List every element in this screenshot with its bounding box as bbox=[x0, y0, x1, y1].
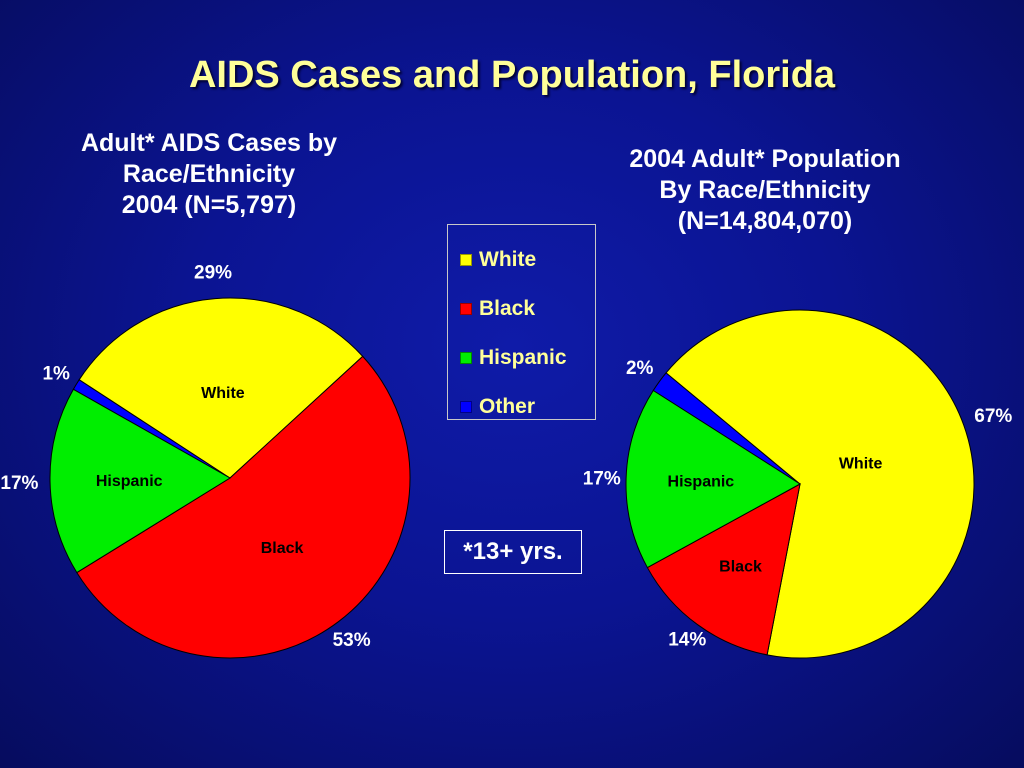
legend-label: Hispanic bbox=[479, 345, 567, 369]
right-chart-title: 2004 Adult* Population By Race/Ethnicity… bbox=[575, 144, 955, 237]
pie-slice-white bbox=[665, 309, 975, 659]
legend-swatch-hispanic bbox=[460, 351, 472, 364]
left-chart-title-line: Adult* AIDS Cases by bbox=[80, 129, 338, 157]
pct-label-black: 53% bbox=[333, 630, 371, 651]
pct-label-hispanic: 17% bbox=[0, 473, 38, 494]
footnote: *13+ yrs. bbox=[444, 530, 582, 574]
slice-label-white: White bbox=[839, 455, 883, 472]
right-chart-title-line: By Race/Ethnicity bbox=[659, 176, 871, 204]
legend-label: Black bbox=[479, 296, 536, 320]
legend-swatch-other bbox=[460, 400, 472, 413]
slice-label-white: White bbox=[201, 385, 245, 402]
legend-swatch-black bbox=[460, 302, 472, 315]
legend-label: Other bbox=[479, 394, 536, 418]
left-chart-title-line: 2004 (N=5,797) bbox=[121, 191, 297, 219]
legend-label: White bbox=[479, 247, 537, 271]
legend-item-white: White bbox=[448, 235, 595, 284]
left-chart-title-line: Race/Ethnicity bbox=[122, 160, 296, 188]
pct-label-hispanic: 17% bbox=[583, 468, 621, 489]
pie-slice-black bbox=[76, 355, 411, 659]
pct-label-other: 2% bbox=[626, 358, 654, 379]
slice-label-hispanic: Hispanic bbox=[668, 474, 735, 491]
pie-slice-black bbox=[646, 483, 801, 656]
legend-item-black: Black bbox=[448, 284, 595, 333]
pct-label-black: 14% bbox=[668, 630, 706, 651]
pct-label-white: 29% bbox=[194, 263, 232, 284]
pct-label-white: 67% bbox=[974, 406, 1012, 427]
pie-slice-hispanic bbox=[625, 389, 801, 569]
left-chart-title: Adult* AIDS Cases by Race/Ethnicity 2004… bbox=[24, 128, 394, 221]
slide-title: AIDS Cases and Population, Florida bbox=[188, 54, 836, 96]
right-chart-title-line: (N=14,804,070) bbox=[677, 207, 853, 235]
pie-slice-hispanic bbox=[49, 388, 231, 574]
slice-label-black: Black bbox=[719, 559, 762, 576]
slice-label-hispanic: Hispanic bbox=[96, 473, 163, 490]
legend-item-hispanic: Hispanic bbox=[448, 333, 595, 382]
right-chart-title-line: 2004 Adult* Population bbox=[629, 145, 901, 173]
pct-label-other: 1% bbox=[42, 363, 70, 384]
legend-item-other: Other bbox=[448, 382, 595, 431]
legend: White Black Hispanic Other bbox=[447, 224, 596, 420]
pie-slice-white bbox=[78, 297, 364, 479]
slice-label-black: Black bbox=[261, 540, 304, 557]
legend-swatch-white bbox=[460, 253, 472, 266]
